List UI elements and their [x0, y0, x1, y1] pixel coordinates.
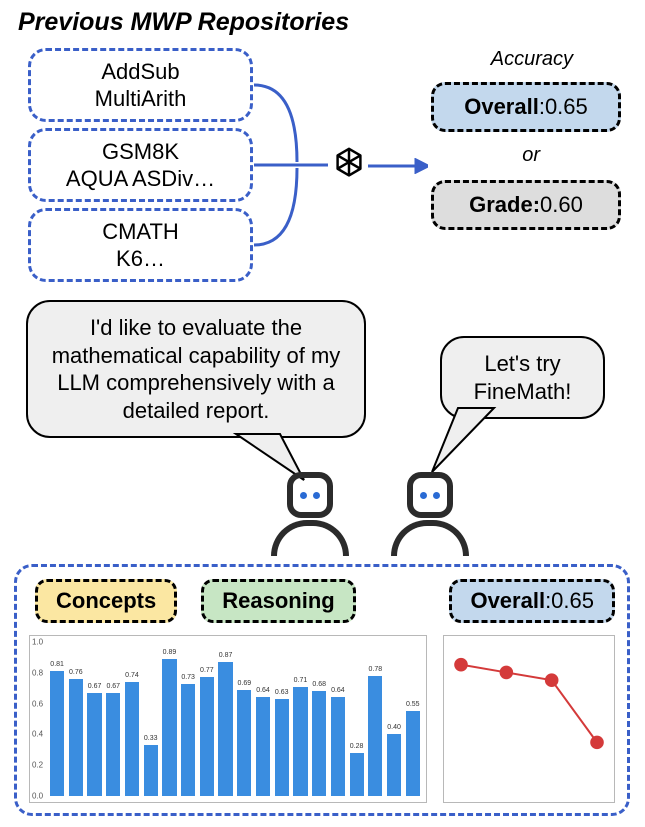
bar: 0.68	[312, 691, 326, 796]
person-head-icon	[287, 472, 333, 518]
bar: 0.55	[406, 711, 420, 796]
tag-overall: Overall :0.65	[449, 579, 615, 623]
trend-line	[461, 665, 597, 743]
bar: 0.71	[293, 687, 307, 796]
y-tick-label: 0.0	[32, 792, 43, 801]
repo-group-1: AddSub MultiArith	[28, 48, 253, 122]
bar: 0.81	[50, 671, 64, 796]
repo-line: MultiArith	[31, 85, 250, 113]
person-icon-2	[390, 472, 470, 562]
repo-line: CMATH	[31, 218, 250, 246]
bar-value-label: 0.73	[181, 674, 195, 681]
bar-value-label: 0.76	[69, 669, 83, 676]
result-grade-label: Grade:	[469, 192, 540, 218]
repo-line: AddSub	[31, 58, 250, 86]
repo-line: K6…	[31, 245, 250, 273]
repo-group-2: GSM8K AQUA ASDiv…	[28, 128, 253, 202]
bar: 0.78	[368, 676, 382, 796]
bar: 0.64	[331, 697, 345, 796]
tag-overall-label: Overall	[470, 588, 545, 614]
eye-icon	[420, 492, 427, 499]
bar-value-label: 0.78	[369, 666, 383, 673]
bar: 0.87	[218, 662, 232, 796]
bar-chart: 0.81 0.76 0.67 0.67 0.74 0.33 0.89 0.73 0.77 0.87…	[29, 635, 427, 803]
bar-value-label: 0.28	[350, 743, 364, 750]
bar-value-label: 0.55	[406, 701, 420, 708]
y-tick-label: 0.8	[32, 668, 43, 677]
line-chart	[443, 635, 615, 803]
or-label: or	[522, 144, 540, 167]
tag-concepts: Concepts	[35, 579, 177, 623]
bar-value-label: 0.68	[312, 681, 326, 688]
repo-line: AQUA ASDiv…	[31, 165, 250, 193]
bar-value-label: 0.64	[256, 687, 270, 694]
charts-area: 0.81 0.76 0.67 0.67 0.74 0.33 0.89 0.73 0.77 0.87…	[29, 635, 615, 803]
bar: 0.67	[87, 693, 101, 796]
bar: 0.40	[387, 734, 401, 796]
speech-text-2: Let's try FineMath!	[474, 351, 572, 404]
bar: 0.64	[256, 697, 270, 796]
connector-lines	[252, 40, 332, 290]
speech-text-1: I'd like to evaluate the mathematical ca…	[52, 315, 341, 423]
bar-value-label: 0.74	[125, 672, 139, 679]
line-marker	[500, 666, 514, 680]
bar-value-label: 0.87	[219, 652, 233, 659]
accuracy-heading: Accuracy	[491, 48, 573, 71]
bar: 0.28	[350, 753, 364, 796]
speech-tail-2-icon	[428, 406, 498, 476]
line-marker	[545, 673, 559, 687]
bar-value-label: 0.69	[237, 680, 251, 687]
result-overall-value: :0.65	[539, 94, 588, 120]
bar-value-label: 0.40	[387, 724, 401, 731]
bar-value-label: 0.67	[106, 683, 120, 690]
line-marker	[590, 736, 604, 750]
line-marker	[454, 658, 468, 672]
bar-value-label: 0.33	[144, 735, 158, 742]
repo-group-3: CMATH K6…	[28, 208, 253, 282]
y-tick-label: 0.4	[32, 730, 43, 739]
eye-icon	[300, 492, 307, 499]
y-tick-label: 0.2	[32, 761, 43, 770]
result-overall-box: Overall :0.65	[431, 82, 621, 132]
bar-value-label: 0.71	[294, 677, 308, 684]
bar-value-label: 0.63	[275, 689, 289, 696]
bar: 0.77	[200, 677, 214, 796]
speech-bubble-1: I'd like to evaluate the mathematical ca…	[26, 300, 366, 438]
arrow-right-icon	[368, 158, 428, 174]
bar: 0.74	[125, 682, 139, 796]
bar-value-label: 0.64	[331, 687, 345, 694]
page-title: Previous MWP Repositories	[18, 8, 349, 37]
bar-value-label: 0.89	[163, 649, 177, 656]
bar-value-label: 0.77	[200, 667, 214, 674]
bar: 0.89	[162, 659, 176, 796]
tag-row: Concepts Reasoning Overall :0.65	[29, 579, 615, 623]
bar-value-label: 0.81	[50, 661, 64, 668]
result-grade-value: 0.60	[540, 192, 583, 218]
finemath-panel: Concepts Reasoning Overall :0.65 0.81 0.7…	[14, 564, 630, 816]
tag-overall-value: :0.65	[545, 588, 594, 614]
openai-knot-icon	[330, 145, 368, 183]
y-tick-label: 0.6	[32, 699, 43, 708]
person-head-icon	[407, 472, 453, 518]
person-icon-1	[270, 472, 350, 562]
bar: 0.67	[106, 693, 120, 796]
bar: 0.33	[144, 745, 158, 796]
repo-line: GSM8K	[31, 138, 250, 166]
tag-reasoning: Reasoning	[201, 579, 355, 623]
eye-icon	[313, 492, 320, 499]
person-body-icon	[271, 520, 349, 556]
eye-icon	[433, 492, 440, 499]
bar: 0.73	[181, 684, 195, 796]
bar: 0.69	[237, 690, 251, 796]
bar: 0.63	[275, 699, 289, 796]
result-overall-label: Overall	[464, 94, 539, 120]
bar-value-label: 0.67	[88, 683, 102, 690]
bar: 0.76	[69, 679, 83, 796]
person-body-icon	[391, 520, 469, 556]
result-grade-box: Grade: 0.60	[431, 180, 621, 230]
y-tick-label: 1.0	[32, 638, 43, 647]
